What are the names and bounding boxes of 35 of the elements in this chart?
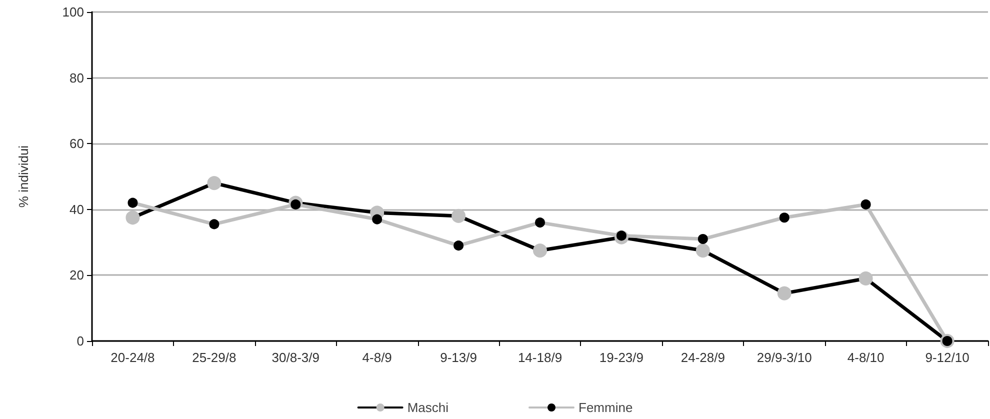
point [535, 218, 545, 228]
y-tick-label: 80 [70, 70, 84, 86]
x-tick-label: 4-8/9 [362, 350, 392, 365]
point [777, 286, 792, 300]
x-tick-label: 24-28/9 [680, 350, 725, 365]
point [779, 212, 790, 223]
legend-label: Maschi [407, 400, 449, 415]
point [207, 176, 222, 190]
x-tick-label: 19-23/9 [599, 350, 644, 365]
point [209, 219, 220, 230]
point [698, 234, 708, 244]
x-tick-label: 4-8/10 [847, 350, 884, 365]
x-tick-label: 14-18/9 [518, 350, 562, 365]
x-tick-label: 9-13/9 [440, 350, 477, 365]
point [533, 244, 547, 258]
y-tick-label: 40 [70, 202, 84, 217]
x-tick-label: 29/9-3/10 [756, 350, 812, 365]
x-tick-label: 30/8-3/9 [272, 350, 320, 365]
point [858, 271, 873, 286]
x-tick-label: 9-12/10 [925, 350, 970, 365]
point [860, 199, 871, 210]
x-tick-label: 25-29/8 [192, 350, 236, 365]
y-tick-label: 100 [62, 4, 84, 20]
y-tick-label: 20 [70, 268, 84, 283]
point [128, 198, 138, 208]
y-tick-label: 60 [70, 136, 84, 152]
point [372, 214, 382, 224]
point [126, 210, 140, 225]
point [696, 244, 710, 258]
y-tick-label: 0 [76, 334, 84, 348]
point [452, 208, 466, 223]
x-tick-label: 20-24/8 [110, 350, 155, 365]
point [454, 240, 464, 251]
y-axis-title: % individui [16, 145, 31, 208]
legend-label: Femmine [578, 400, 633, 415]
